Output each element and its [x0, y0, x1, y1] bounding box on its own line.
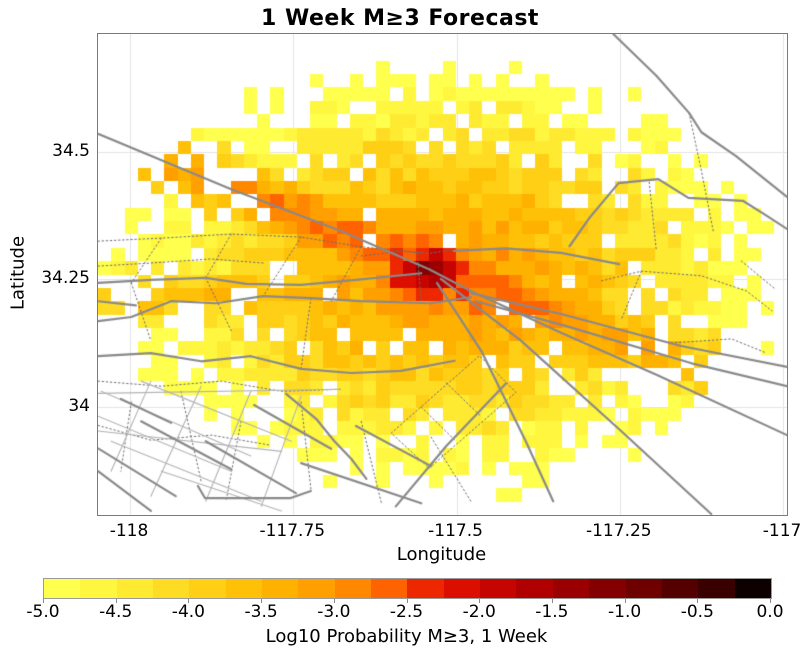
y-tick-label: 34: [68, 395, 90, 416]
colorbar-tick-mark: [406, 599, 408, 603]
colorbar-segment: [298, 579, 335, 598]
colorbar-tick-mark: [551, 599, 553, 603]
colorbar-segment: [516, 579, 553, 598]
colorbar-segment: [407, 579, 444, 598]
colorbar-tick-mark: [624, 599, 626, 603]
colorbar-segment: [589, 579, 626, 598]
colorbar-tick-label: -2.0: [462, 602, 496, 622]
colorbar-segment: [116, 579, 154, 598]
colorbar-tick-label: -4.5: [99, 602, 133, 622]
x-axis-label: Longitude: [396, 544, 487, 565]
colorbar-segment: [625, 579, 662, 598]
x-tick-label: -118: [109, 521, 149, 541]
colorbar-tick-mark: [261, 599, 263, 603]
colorbar-tick-label: -0.5: [680, 602, 714, 622]
colorbar-tick-mark: [333, 599, 335, 603]
colorbar-segment: [153, 579, 190, 598]
colorbar-segment: [443, 579, 481, 598]
colorbar-segment: [698, 579, 735, 598]
x-tick-label: -117: [762, 521, 800, 541]
colorbar-segment: [334, 579, 372, 598]
colorbar-segment: [480, 579, 517, 598]
y-tick-label: 34.25: [41, 268, 90, 289]
colorbar-tick-label: -1.5: [535, 602, 569, 622]
colorbar-segment: [371, 579, 408, 598]
colorbar-tick-mark: [770, 599, 771, 603]
colorbar-tick-label: -1.0: [608, 602, 642, 622]
colorbar-segment: [262, 579, 299, 598]
colorbar-tick-label: -4.0: [171, 602, 205, 622]
colorbar-tick-label: -2.5: [389, 602, 424, 622]
x-tick-label: -117.5: [428, 521, 483, 541]
colorbar-tick-label: 0.0: [756, 602, 784, 622]
colorbar-segment: [734, 579, 771, 598]
colorbar-tick-label: -3.0: [317, 602, 351, 622]
colorbar-tick-mark: [115, 599, 117, 603]
colorbar-segment: [661, 579, 699, 598]
colorbar-tick-mark: [188, 599, 190, 603]
x-tick-label: -117.75: [259, 521, 326, 541]
y-tick-label: 34.5: [52, 141, 90, 162]
colorbar-tick-mark: [43, 599, 44, 603]
colorbar-segment: [189, 579, 226, 598]
colorbar-segment: [80, 579, 117, 598]
colorbar-label: Log10 Probability M≥3, 1 Week: [265, 626, 548, 647]
colorbar-tick-label: -3.5: [244, 602, 278, 622]
heatmap-canvas: [98, 34, 787, 515]
colorbar-tick-mark: [479, 599, 481, 603]
chart-title: 1 Week M≥3 Forecast: [261, 6, 539, 31]
colorbar-gradient: [43, 578, 772, 599]
colorbar-segment: [44, 579, 81, 598]
colorbar-tick-mark: [697, 599, 699, 603]
colorbar-tick-label: -5.0: [26, 602, 60, 622]
colorbar-segment: [552, 579, 590, 598]
y-axis-label: Latitude: [7, 235, 29, 311]
x-tick-label: -117.25: [585, 521, 652, 541]
colorbar-segment: [225, 579, 263, 598]
plot-area: [97, 33, 788, 516]
